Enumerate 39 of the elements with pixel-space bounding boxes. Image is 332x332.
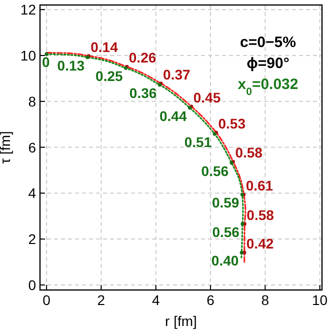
annotation: 0.37 [163, 66, 191, 82]
x-axis-title: r [fm] [165, 313, 197, 329]
x-tick-label: 6 [206, 292, 215, 308]
x-tick-label: 10 [312, 292, 328, 308]
annotation: 0.51 [184, 134, 212, 150]
annotation: 0.13 [57, 57, 85, 74]
annotation: c=0−5% [240, 34, 296, 51]
annotation: 0.25 [96, 68, 124, 84]
x-tick-label: 2 [97, 292, 106, 308]
point [240, 250, 244, 254]
annotation: 0.40 [211, 252, 239, 269]
annotation: 0 [42, 54, 50, 70]
y-tick-label: 12 [20, 2, 36, 18]
annotation: 0.56 [212, 224, 240, 240]
y-tick-label: 4 [28, 185, 36, 202]
annotation: x$_{0}$=0.032 [238, 76, 298, 98]
y-tick-label: 8 [28, 93, 36, 110]
annotation: 0.61 [246, 178, 274, 194]
annotation: 0.59 [212, 194, 240, 211]
annotation: 0.45 [193, 89, 221, 106]
y-tick-label: 0 [28, 276, 36, 293]
y-axis-title: τ [fm] [0, 131, 13, 164]
annotation: 0.53 [218, 116, 246, 132]
x-tick-label: 0 [42, 292, 51, 308]
annotation: 0.44 [159, 108, 187, 124]
annotation: 0.56 [201, 162, 229, 179]
annotation: 0.58 [235, 144, 263, 161]
x-tick-label: 4 [152, 292, 160, 308]
point [44, 52, 48, 56]
annotation: ϕ=90° [246, 55, 290, 72]
annotation: 0.26 [128, 50, 156, 66]
y-tick-label: 2 [28, 231, 36, 248]
annotation: 0.42 [246, 236, 274, 252]
y-tick-label: 6 [28, 139, 36, 156]
annotation: 0.14 [90, 38, 118, 55]
x-tick-label: 8 [261, 292, 270, 308]
annotation: 0.36 [129, 84, 157, 101]
y-tick-label: 10 [20, 47, 36, 64]
annotation: 0.58 [246, 206, 274, 223]
